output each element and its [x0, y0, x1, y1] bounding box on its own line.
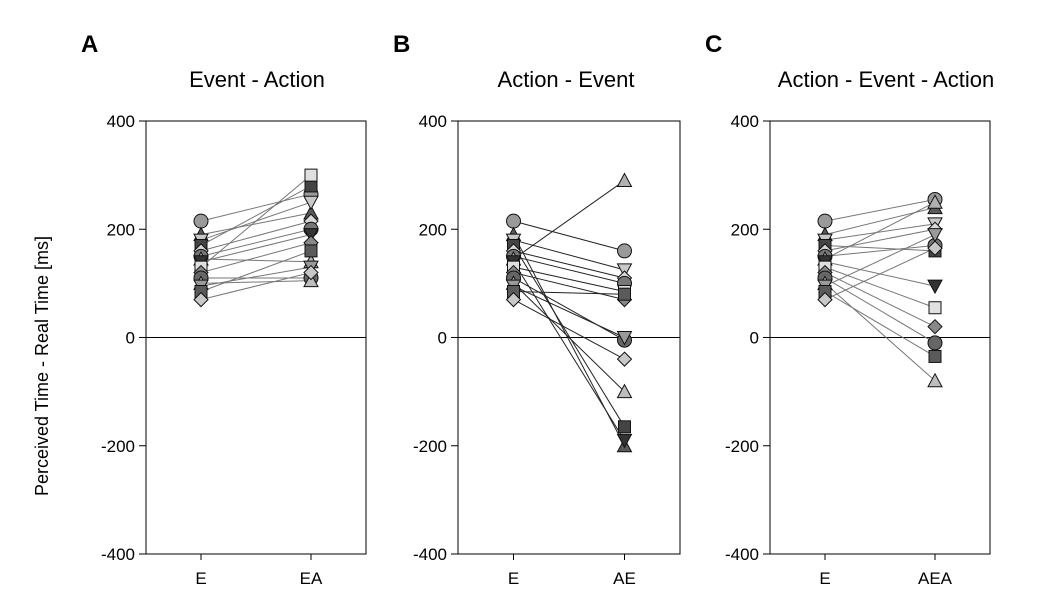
- y-tick-label: -400: [413, 545, 447, 564]
- series-line-a-7: [200, 234, 312, 263]
- series-line-a-13: [200, 250, 312, 292]
- y-tick-label: 200: [107, 220, 135, 239]
- series-line-b-12: [513, 285, 625, 338]
- series-line-c-0: [824, 198, 936, 222]
- data-point-b-1: [617, 243, 632, 259]
- series-line-c-11: [824, 283, 936, 382]
- data-point-b-28: [505, 291, 522, 308]
- series-line-b-8: [513, 266, 625, 292]
- series-line-c-4: [824, 228, 936, 252]
- data-point-b-27: [618, 287, 631, 301]
- y-tick-label: -400: [725, 545, 759, 564]
- y-tick-label: 0: [438, 329, 447, 348]
- panel-title: Action - Event - Action: [778, 67, 994, 92]
- y-tick-label: 200: [731, 220, 759, 239]
- data-point-c-29: [927, 240, 943, 256]
- series-line-b-11: [513, 283, 625, 392]
- series-line-b-6: [513, 180, 625, 260]
- y-tick-label: 400: [731, 112, 759, 131]
- data-point-c-25: [927, 228, 943, 243]
- series-line-b-5: [513, 255, 625, 284]
- data-point-a-29: [303, 264, 319, 281]
- y-tick-label: 0: [750, 329, 759, 348]
- series-line-b-4: [513, 250, 625, 279]
- data-point-a-17: [304, 168, 318, 182]
- series-line-c-3: [824, 244, 936, 252]
- series-line-a-3: [200, 185, 312, 246]
- series-line-b-10: [513, 277, 625, 341]
- y-tick-label: 400: [107, 112, 135, 131]
- series-line-c-8: [824, 266, 936, 309]
- series-line-c-9: [824, 272, 936, 328]
- data-point-c-28: [817, 291, 833, 308]
- series-line-b-3: [513, 245, 625, 428]
- series-line-b-13: [513, 290, 625, 295]
- panel-a: A Event - Action 400 200 0 -200 -400 E EA: [81, 31, 367, 588]
- series-line-c-14: [824, 247, 936, 301]
- series-line-a-12: [200, 266, 312, 287]
- x-tick-label: E: [819, 569, 830, 588]
- data-point-a-5: [303, 195, 319, 211]
- series-line-a-9: [200, 242, 312, 274]
- y-tick-label: -400: [101, 545, 135, 564]
- panel-title: Event - Action: [189, 67, 325, 92]
- data-point-b-29: [616, 351, 633, 367]
- y-axis-label: Perceived Time - Real Time [ms]: [32, 236, 52, 496]
- series-line-a-14: [200, 272, 312, 301]
- x-tick-label: E: [195, 569, 206, 588]
- x-tick-label: EA: [300, 569, 323, 588]
- data-point-a-28: [193, 291, 209, 308]
- panel-title: Action - Event: [498, 67, 635, 92]
- data-point-c-21: [927, 335, 943, 351]
- panel-b: B Action - Event 400 200 0 -200 -400 E AE: [393, 31, 681, 588]
- y-tick-label: -200: [725, 437, 759, 456]
- series-line-a-1: [200, 212, 312, 236]
- y-tick-label: 0: [126, 329, 135, 348]
- panel-letter: B: [393, 31, 410, 58]
- x-tick-label: AE: [613, 569, 636, 588]
- series-line-a-4: [200, 220, 312, 252]
- y-tick-label: -200: [101, 437, 135, 456]
- series-line-a-6: [200, 258, 312, 263]
- series-line-c-6: [824, 201, 936, 260]
- y-tick-label: 400: [419, 112, 447, 131]
- series-line-c-5: [824, 244, 936, 257]
- data-point-c-19: [927, 318, 943, 335]
- data-point-c-17: [928, 301, 942, 315]
- data-point-b-13: [616, 172, 633, 188]
- data-point-c-0: [817, 213, 833, 229]
- x-tick-label: AEA: [918, 569, 953, 588]
- x-tick-label: E: [508, 569, 519, 588]
- data-point-a-27: [304, 244, 318, 258]
- series-line-b-7: [513, 261, 625, 441]
- data-point-c-23: [927, 372, 943, 388]
- data-point-b-15: [616, 433, 633, 449]
- data-point-b-0: [506, 213, 521, 229]
- series-line-c-2: [824, 223, 936, 241]
- data-point-a-0: [193, 213, 209, 229]
- data-point-c-15: [927, 279, 943, 295]
- series-line-a-0: [200, 193, 312, 222]
- series-line-b-0: [513, 220, 625, 252]
- series-line-b-9: [513, 272, 625, 301]
- data-point-a-7: [304, 179, 318, 193]
- data-point-b-7: [618, 420, 631, 434]
- series-line-a-5: [200, 228, 312, 257]
- series-line-c-10: [824, 277, 936, 344]
- data-point-c-27: [928, 349, 942, 363]
- series-line-c-13: [824, 291, 936, 357]
- series-line-a-8: [200, 174, 312, 268]
- series-line-b-14: [513, 299, 625, 360]
- panel-letter: A: [81, 31, 98, 58]
- y-tick-label: 200: [419, 220, 447, 239]
- y-tick-label: -200: [413, 437, 447, 456]
- panel-letter: C: [705, 31, 722, 58]
- series-line-c-12: [824, 234, 936, 287]
- data-point-c-13: [927, 194, 943, 209]
- data-point-b-23: [616, 383, 633, 399]
- panel-c: C Action - Event - Action 400 200 0 -200 -400 E…: [705, 31, 994, 588]
- series-line-b-2: [513, 239, 625, 271]
- data-point-b-25: [616, 331, 633, 346]
